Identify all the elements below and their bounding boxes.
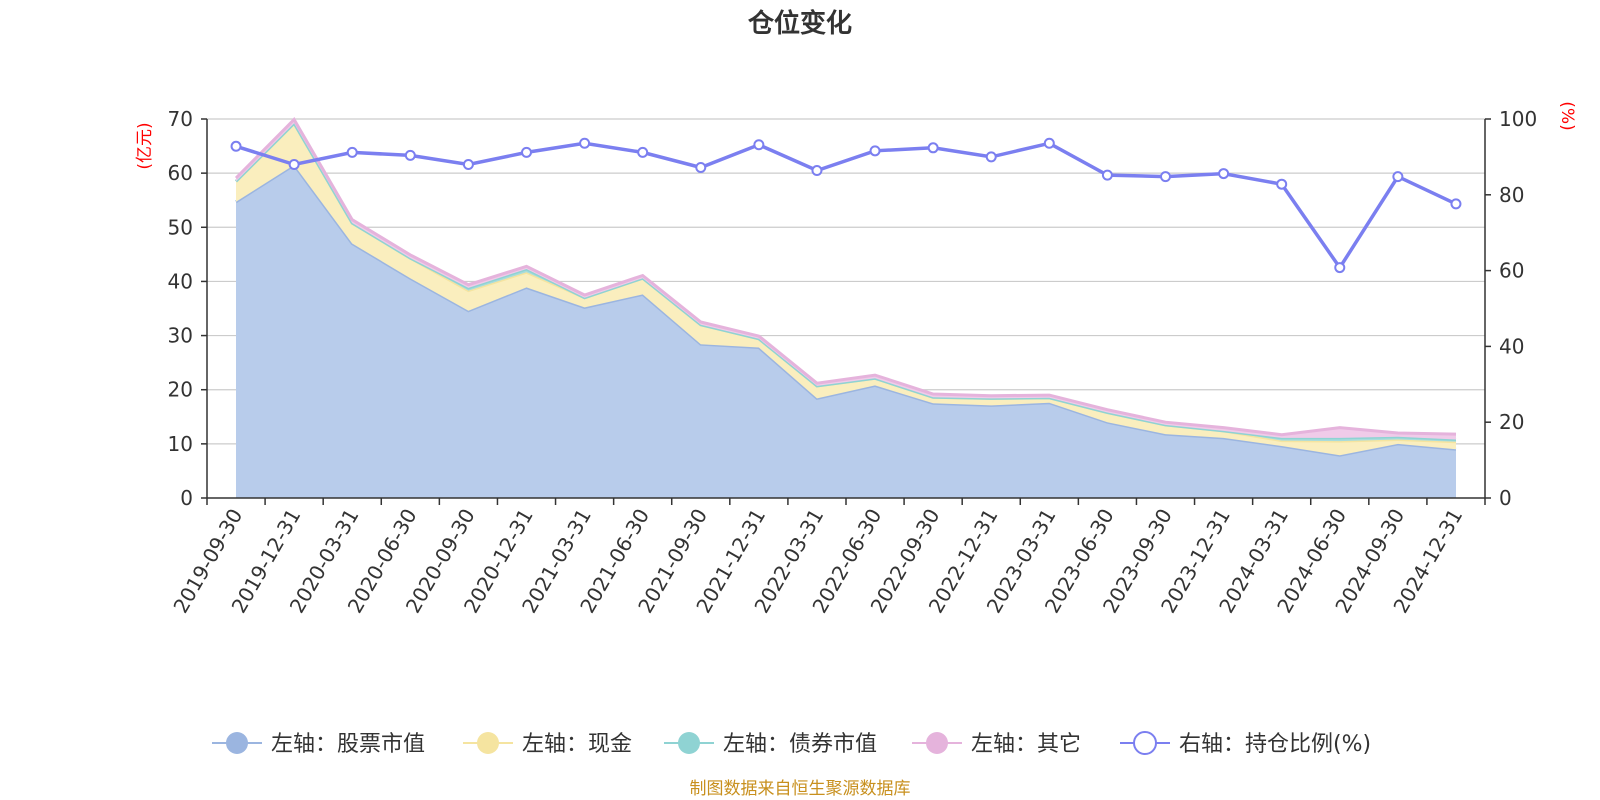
ratio-point	[1101, 169, 1113, 181]
ratio-point	[869, 145, 881, 157]
right-tick-label: 40	[1499, 334, 1524, 358]
left-tick-label: 20	[168, 378, 193, 402]
ratio-point	[811, 165, 823, 177]
ratio-point	[579, 137, 591, 149]
legend[interactable]: 左轴：股票市值 左轴：现金 左轴：债券市值 左轴：其它 右轴：持仓比例(%)	[212, 731, 1371, 757]
chart-title: 仓位变化	[747, 8, 852, 39]
ratio-point	[1450, 198, 1462, 210]
legend-label: 左轴：其它	[971, 732, 1081, 757]
left-tick-label: 60	[168, 161, 193, 185]
ratio-point	[462, 158, 474, 170]
left-tick-label: 10	[168, 432, 193, 456]
ratio-point	[985, 151, 997, 163]
left-axis-unit: (亿元)	[135, 122, 155, 169]
legend-label: 右轴：持仓比例(%)	[1179, 732, 1371, 757]
ratio-point	[288, 158, 300, 170]
ratio-point	[521, 146, 532, 158]
right-tick-label: 100	[1499, 107, 1537, 131]
ratio-point	[1334, 262, 1346, 274]
legend-item-2[interactable]: 左轴：现金	[463, 732, 632, 757]
ratio-point	[1218, 168, 1230, 180]
area-line-4	[234, 117, 1457, 437]
legend-item-1[interactable]: 左轴：股票市值	[212, 732, 425, 757]
ratio-point	[1160, 171, 1171, 183]
right-tick-label: 0	[1499, 486, 1512, 510]
ratio-point	[927, 142, 939, 154]
stacked-areas	[234, 117, 1457, 498]
ratio-point	[230, 140, 242, 152]
legend-marker	[678, 732, 700, 754]
ratio-point	[1276, 178, 1288, 190]
left-tick-label: 70	[168, 107, 193, 131]
ratio-point	[753, 139, 765, 151]
legend-label: 左轴：债券市值	[723, 732, 877, 757]
right-tick-label: 20	[1499, 410, 1524, 434]
area-2	[236, 123, 1456, 456]
legend-item-5[interactable]: 右轴：持仓比例(%)	[1120, 731, 1371, 757]
area-1	[236, 165, 1456, 498]
data-source-note: 制图数据来自恒生聚源数据库	[690, 779, 911, 799]
legend-label: 左轴：现金	[522, 732, 632, 757]
ratio-polyline	[235, 141, 1457, 271]
legend-marker	[226, 732, 248, 754]
legend-marker	[477, 732, 499, 754]
ratio-point	[404, 149, 416, 161]
legend-marker	[926, 732, 948, 754]
right-tick-label: 80	[1499, 183, 1524, 207]
legend-item-4[interactable]: 左轴：其它	[912, 732, 1081, 757]
legend-item-3[interactable]: 左轴：债券市值	[664, 732, 877, 757]
right-tick-label: 60	[1499, 259, 1524, 283]
ratio-point	[1043, 137, 1055, 149]
ratio-point	[346, 146, 358, 158]
left-tick-label: 30	[168, 324, 193, 348]
legend-marker	[1133, 731, 1157, 755]
ratio-point	[1392, 171, 1404, 183]
left-tick-label: 0	[180, 486, 193, 510]
legend-label: 左轴：股票市值	[271, 732, 425, 757]
ratio-line	[230, 137, 1462, 274]
left-tick-label: 40	[168, 269, 193, 293]
ratio-point	[695, 162, 707, 174]
right-axis-unit: (%)	[1557, 101, 1577, 130]
ratio-point	[637, 146, 649, 158]
left-tick-label: 50	[168, 215, 193, 239]
